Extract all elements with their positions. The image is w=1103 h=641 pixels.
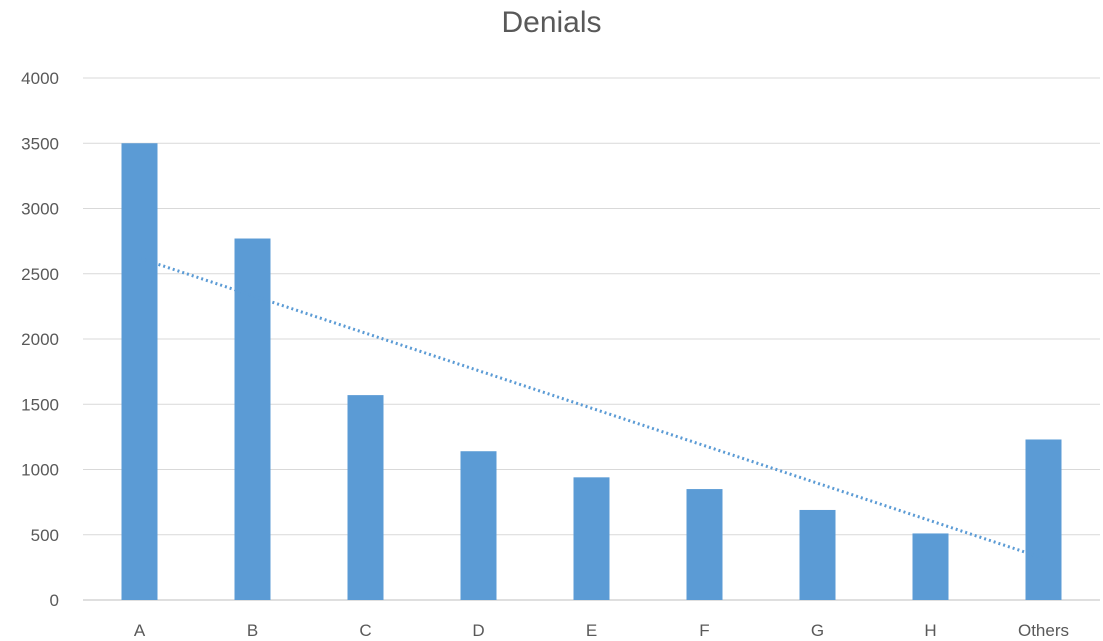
y-tick-label: 3500 — [21, 134, 59, 153]
y-tick-label: 1500 — [21, 395, 59, 414]
y-tick-label: 2500 — [21, 265, 59, 284]
bar-a — [121, 143, 158, 600]
x-tick-label: E — [586, 621, 597, 640]
x-tick-label: F — [699, 621, 709, 640]
y-tick-label: 500 — [31, 526, 59, 545]
y-tick-label: 2000 — [21, 330, 59, 349]
x-tick-label: G — [811, 621, 824, 640]
bars — [121, 143, 1062, 600]
bar-c — [347, 395, 384, 600]
bar-others — [1025, 439, 1062, 600]
y-tick-label: 1000 — [21, 461, 59, 480]
x-tick-label: A — [134, 621, 146, 640]
y-tick-label: 4000 — [21, 69, 59, 88]
x-tick-label: B — [247, 621, 258, 640]
bar-d — [460, 451, 497, 600]
y-axis: 0 500 1000 1500 2000 2500 3000 3500 4000 — [21, 69, 59, 610]
y-tick-label: 3000 — [21, 200, 59, 219]
x-tick-label: Others — [1018, 621, 1069, 640]
trendline-group — [139, 256, 1044, 560]
x-tick-label: H — [924, 621, 936, 640]
trendline — [139, 256, 1044, 560]
x-tick-label: C — [359, 621, 371, 640]
bar-h — [912, 533, 949, 600]
bar-g — [799, 509, 836, 600]
y-tick-label: 0 — [50, 591, 59, 610]
x-tick-label: D — [472, 621, 484, 640]
chart-title: Denials — [501, 6, 602, 39]
bar-e — [573, 477, 610, 600]
bar-f — [686, 489, 723, 600]
x-axis: A B C D E F G H Others — [134, 621, 1069, 640]
